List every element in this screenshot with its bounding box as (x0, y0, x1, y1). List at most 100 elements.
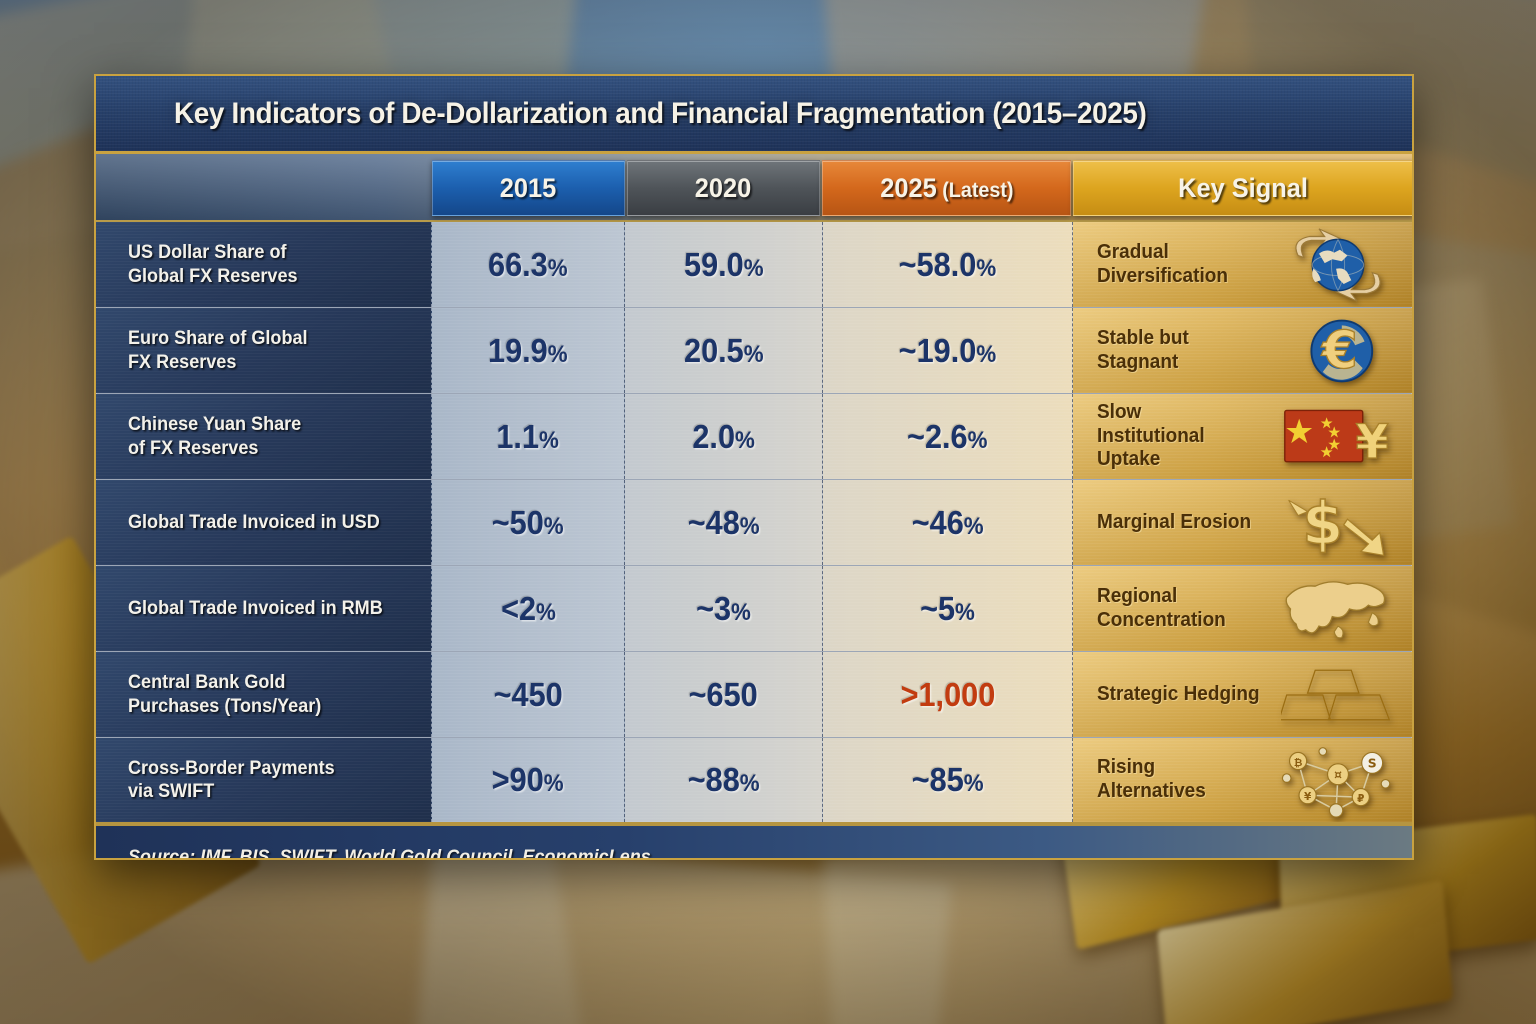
value-2020: ~3% (696, 589, 751, 627)
column-header-2020-label: 2020 (695, 172, 752, 203)
cell-key-signal: Slow Institutional Uptake (1073, 394, 1412, 479)
row-label-line-1: US Dollar Share of (128, 242, 287, 264)
row-label-line-1: Global Trade Invoiced in USD (128, 511, 380, 533)
cell-2020: ~48% (625, 480, 823, 565)
signal-line-1: Strategic Hedging (1097, 682, 1260, 705)
value-2015: <2% (500, 589, 556, 627)
column-header-2020[interactable]: 2020 (627, 160, 820, 216)
cell-key-signal: Stable but Stagnant (1073, 308, 1412, 393)
table-row: Global Trade Invoiced in USD ~50% ~48% ~… (96, 480, 1412, 566)
value-2025: ~5% (920, 589, 975, 627)
column-header-2025[interactable]: 2025 (Latest) (822, 160, 1071, 216)
value-2020: ~88% (687, 761, 760, 798)
table-row: Cross-Border Payments via SWIFT >90% ~88%… (96, 738, 1412, 824)
signal-line-2: Diversification (1097, 264, 1228, 287)
table-row: Euro Share of Global FX Reserves 19.9% 20… (96, 308, 1412, 394)
table-header-row: 2015 2020 2025 (Latest) Key Signal (96, 154, 1412, 222)
value-2015: 66.3% (488, 245, 568, 283)
gold-bars-icon (1278, 657, 1398, 733)
table-panel: Key Indicators of De-Dollarization and F… (94, 74, 1414, 860)
panel-title-bar: Key Indicators of De-Dollarization and F… (96, 76, 1412, 154)
signal-line-1: Regional (1097, 584, 1178, 607)
cell-key-signal: Strategic Hedging (1073, 652, 1412, 737)
value-2025: ~2.6% (907, 417, 988, 455)
value-2025: ~58.0% (898, 245, 997, 283)
row-label-line-1: Euro Share of Global (128, 328, 308, 350)
row-label: Cross-Border Payments via SWIFT (128, 757, 335, 803)
signal-line-2: Institutional (1097, 424, 1205, 447)
row-label-line-2: of FX Reserves (128, 437, 259, 459)
signal-line-1: Gradual (1097, 240, 1169, 263)
row-label: Global Trade Invoiced in RMB (128, 597, 383, 620)
signal-line-2: Concentration (1097, 608, 1226, 631)
cell-2025: ~46% (823, 480, 1073, 565)
row-label: Euro Share of Global FX Reserves (128, 327, 308, 373)
value-2025: >1,000 (900, 675, 995, 713)
row-label-line-1: Cross-Border Payments (128, 757, 335, 779)
value-2025: ~19.0% (898, 331, 997, 369)
value-2020: ~48% (687, 503, 760, 541)
euro-coin-icon (1278, 313, 1398, 389)
value-2020: ~650 (688, 675, 759, 713)
cell-2025: ~58.0% (823, 222, 1073, 307)
table-row: Central Bank Gold Purchases (Tons/Year) ~… (96, 652, 1412, 738)
row-label-line-2: Global FX Reserves (128, 265, 298, 287)
cell-key-signal: Gradual Diversification (1073, 222, 1412, 307)
value-2015: 1.1% (496, 417, 560, 455)
row-label-line-1: Chinese Yuan Share (128, 414, 302, 436)
row-label-cell: Global Trade Invoiced in RMB (96, 566, 432, 651)
key-signal-text: Slow Institutional Uptake (1097, 401, 1205, 472)
cell-key-signal: Regional Concentration (1073, 566, 1412, 651)
value-2015: ~50% (492, 503, 564, 541)
key-signal-text: Marginal Erosion (1097, 511, 1251, 535)
cell-2015: 1.1% (432, 394, 625, 479)
row-label-cell: Euro Share of Global FX Reserves (96, 308, 432, 393)
source-bar: Source: IMF, BIS, SWIFT, World Gold Coun… (96, 824, 1412, 858)
globe-recycle-icon (1278, 227, 1398, 303)
cell-2020: ~88% (625, 738, 823, 822)
row-label-line-2: Purchases (Tons/Year) (128, 695, 322, 717)
row-label-line-1: Central Bank Gold (128, 672, 286, 694)
column-header-2015[interactable]: 2015 (432, 160, 625, 216)
cell-2015: ~50% (432, 480, 625, 565)
row-label-cell: US Dollar Share of Global FX Reserves (96, 222, 432, 307)
value-2015: >90% (492, 761, 564, 798)
value-2020: 59.0% (683, 245, 764, 283)
row-label-cell: Chinese Yuan Share of FX Reserves (96, 394, 432, 479)
table-body: US Dollar Share of Global FX Reserves 66.… (96, 222, 1412, 824)
cell-2015: 66.3% (432, 222, 625, 307)
row-label-cell: Cross-Border Payments via SWIFT (96, 738, 432, 822)
signal-line-1: Stable but (1097, 326, 1189, 349)
row-label-line-2: via SWIFT (128, 781, 215, 802)
value-2015: ~450 (493, 675, 563, 713)
row-label: US Dollar Share of Global FX Reserves (128, 241, 298, 287)
table-row: Chinese Yuan Share of FX Reserves 1.1% 2.… (96, 394, 1412, 480)
cell-2025: ~85% (823, 738, 1073, 822)
column-header-2025-label: 2025 (Latest) (879, 172, 1014, 203)
value-2025: ~46% (911, 503, 984, 541)
china-flag-yuan-icon (1278, 399, 1398, 475)
row-label: Central Bank Gold Purchases (Tons/Year) (128, 671, 321, 717)
dollar-down-arrow-icon (1278, 485, 1398, 561)
cell-2020: ~3% (625, 566, 823, 651)
cell-2015: 19.9% (432, 308, 625, 393)
cell-2015: >90% (432, 738, 625, 822)
cell-2025: >1,000 (823, 652, 1073, 737)
cell-2015: ~450 (432, 652, 625, 737)
row-label-line-1: Global Trade Invoiced in RMB (128, 597, 383, 619)
value-2025: ~85% (911, 761, 984, 798)
cell-2020: 20.5% (625, 308, 823, 393)
row-label: Chinese Yuan Share of FX Reserves (128, 413, 301, 459)
row-label-cell: Central Bank Gold Purchases (Tons/Year) (96, 652, 432, 737)
page-title: Key Indicators of De-Dollarization and F… (174, 96, 1147, 130)
signal-line-1: Marginal Erosion (1097, 510, 1252, 533)
key-signal-text: Gradual Diversification (1097, 241, 1228, 288)
cell-2025: ~2.6% (823, 394, 1073, 479)
value-2020: 2.0% (692, 417, 755, 455)
cell-2025: ~5% (823, 566, 1073, 651)
signal-line-2: Alternatives (1097, 780, 1206, 802)
column-header-key-signal[interactable]: Key Signal (1073, 160, 1412, 216)
cell-2015: <2% (432, 566, 625, 651)
asia-map-icon (1278, 571, 1398, 647)
